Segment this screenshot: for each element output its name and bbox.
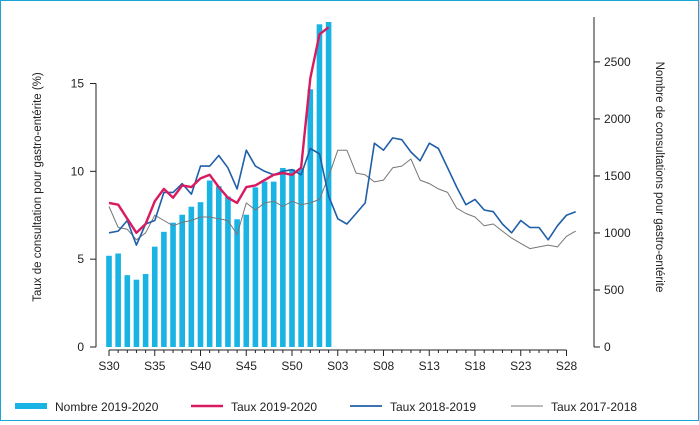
bar-S49 — [280, 167, 286, 347]
y-right-tick-label: 500 — [604, 283, 624, 297]
line-series — [108, 26, 576, 250]
bar-S38 — [179, 214, 185, 347]
y-right-tick-label: 0 — [604, 340, 611, 354]
y-axis-right-label: Nombre de consultations pour gastro-enté… — [653, 62, 665, 293]
y-left-tick-label: 15 — [71, 76, 85, 90]
bar-S43 — [225, 196, 231, 347]
x-tick-label: S08 — [373, 359, 395, 373]
bar-S51 — [298, 167, 304, 347]
bar-S01 — [316, 24, 323, 348]
bar-S34 — [142, 274, 149, 347]
x-tick-label: S13 — [419, 359, 441, 373]
legend-swatch — [15, 403, 47, 409]
bar-S44 — [234, 219, 240, 347]
bar-S47 — [261, 181, 268, 347]
bar-S36 — [161, 231, 167, 347]
line-taux-2017-2018 — [108, 149, 576, 250]
x-tick-label: S28 — [556, 359, 578, 373]
bar-S40 — [197, 202, 204, 347]
y-left-tick-label: 10 — [71, 164, 85, 178]
bar-S50 — [289, 169, 295, 347]
axes: 0 5 10 15 0 500 1000 1500 2000 2500 S30 S35 S40 S45 S5… — [71, 17, 631, 373]
bar-S48 — [270, 181, 277, 347]
bar-S52 — [307, 89, 314, 347]
x-tick-label: S30 — [98, 359, 120, 373]
x-tick-label: S40 — [190, 359, 212, 373]
x-tick-label: S18 — [464, 359, 486, 373]
y-right-tick-label: 1500 — [604, 169, 631, 183]
bar-S33 — [133, 279, 140, 347]
bar-S02 — [325, 22, 332, 347]
x-tick-label: S35 — [144, 359, 166, 373]
bar-S30 — [106, 255, 112, 347]
line-taux-2018-2019 — [108, 137, 576, 246]
legend: Nombre 2019-2020 Taux 2019-2020 Taux 2018-… — [15, 400, 637, 414]
bar-S45 — [243, 214, 250, 347]
x-tick-label: S45 — [236, 359, 258, 373]
legend-label: Taux 2019-2020 — [231, 400, 317, 414]
legend-label: Taux 2018-2019 — [390, 400, 476, 414]
bar-S46 — [252, 187, 259, 347]
legend-label: Nombre 2019-2020 — [55, 400, 159, 414]
bar-series — [106, 22, 332, 348]
x-tick-label: S23 — [510, 359, 532, 373]
bar-S37 — [170, 222, 176, 347]
bar-S42 — [216, 186, 222, 347]
x-tick-label: S50 — [281, 359, 303, 373]
legend-label: Taux 2017-2018 — [551, 400, 637, 414]
y-right-tick-label: 1000 — [604, 226, 631, 240]
x-tick-label: S03 — [327, 359, 349, 373]
y-right-tick-label: 2500 — [604, 55, 631, 69]
bar-S32 — [124, 275, 131, 347]
y-axis-left-label: Taux de consultation pour gastro-entérit… — [32, 72, 44, 302]
bar-S35 — [151, 246, 158, 347]
y-left-tick-label: 5 — [77, 252, 84, 266]
bar-S31 — [115, 253, 121, 347]
y-right-tick-label: 2000 — [604, 112, 631, 126]
y-left-tick-label: 0 — [77, 340, 84, 354]
bar-S39 — [188, 206, 195, 347]
line-taux-2019-2020 — [108, 26, 330, 235]
bar-S41 — [206, 180, 213, 347]
